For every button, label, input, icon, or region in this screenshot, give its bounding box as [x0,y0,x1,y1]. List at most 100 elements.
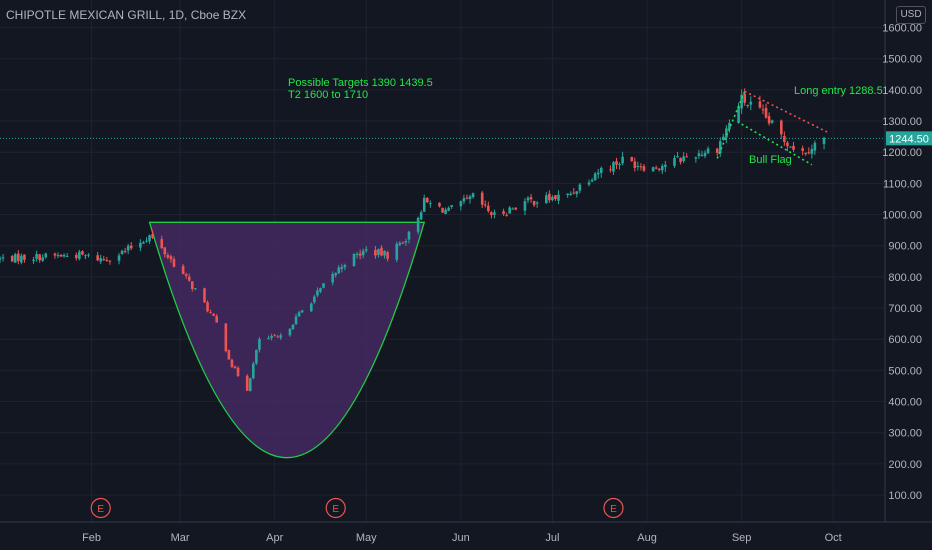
candle [554,194,557,201]
candle [511,207,515,210]
candle [32,256,35,264]
candle [383,250,386,259]
candle [53,252,57,259]
candle [62,253,66,258]
candle [17,250,20,265]
time-tick-label: Aug [637,532,657,544]
candle [148,234,151,244]
candle [599,166,603,178]
candle [181,263,185,275]
candle [108,260,112,265]
earnings-marker[interactable]: E [325,497,346,519]
candle [487,201,490,213]
price-tick-label: 500.00 [888,365,922,377]
svg-text:E: E [610,504,617,515]
candle [233,365,237,369]
candle [1,253,5,262]
candle [319,287,322,294]
candle [276,334,280,338]
candle [273,333,276,337]
currency-button[interactable]: USD [896,6,926,24]
candle [227,349,231,360]
candle [633,157,637,172]
candle [145,237,148,243]
candle [270,333,273,341]
candle [630,156,634,162]
candle [508,206,511,214]
candle [300,310,304,314]
bull-flag-annotation: Bull Flag [749,154,792,166]
targets-annotation: Possible Targets 1390 1439.5 [288,77,433,89]
candle [664,160,667,172]
candle [105,256,109,262]
candle [740,89,743,114]
candle [545,192,548,204]
candle [770,119,774,124]
candle [355,251,359,259]
candle [117,253,121,265]
candle [252,361,255,380]
candle [316,287,319,298]
candle [718,137,722,157]
candle [483,200,487,208]
candle [340,263,344,273]
price-tick-label: 600.00 [888,334,922,346]
earnings-marker[interactable]: E [90,497,111,519]
candle [416,216,420,235]
candle [471,192,475,199]
candle [163,246,167,258]
candle [514,207,518,211]
candle [441,207,444,213]
candle [59,253,63,257]
candle [590,178,594,183]
candle [807,147,811,155]
candle [526,196,530,204]
candle [419,210,423,221]
candle [160,235,164,250]
candle [212,313,215,317]
candle [679,157,682,165]
candle [203,287,206,304]
price-tick-label: 1000.00 [882,210,922,222]
candle [404,238,408,246]
candle [575,190,579,198]
candle [535,201,539,208]
candle [310,302,313,313]
flag-line [716,91,746,159]
candle [618,162,621,170]
candle [0,255,2,264]
price-tick-label: 100.00 [888,490,922,502]
candle [294,313,298,326]
time-tick-label: Oct [825,532,842,544]
candle [166,252,170,260]
candle [529,193,533,203]
cup-pattern [148,221,426,459]
price-tick-label: 800.00 [888,272,922,284]
candle [566,193,569,198]
candle [288,328,292,337]
candle [395,241,399,263]
candle [422,194,426,213]
time-axis[interactable]: Feb Mar Apr May Jun Jul Aug Sep Oct [0,521,932,544]
earnings-marker[interactable]: E [603,497,624,519]
svg-text:E: E [332,504,339,515]
candle [468,194,472,204]
candle [822,136,826,150]
target2-annotation: T2 1600 to 1710 [288,89,369,101]
candle [438,202,441,208]
candle [224,323,228,353]
candle [493,209,496,219]
time-tick-label: May [356,532,377,544]
candle [358,249,362,260]
candle [313,294,316,305]
last-price-value: 1244.50 [889,133,929,145]
candle [578,182,582,194]
candle [673,155,676,169]
price-tick-label: 400.00 [888,397,922,409]
candle [352,253,356,267]
candle [236,366,240,378]
price-axis[interactable]: 1600.00 1500.00 1400.00 1300.00 1200.00 1100.… [882,0,922,522]
candle [551,195,554,202]
price-tick-label: 900.00 [888,241,922,253]
